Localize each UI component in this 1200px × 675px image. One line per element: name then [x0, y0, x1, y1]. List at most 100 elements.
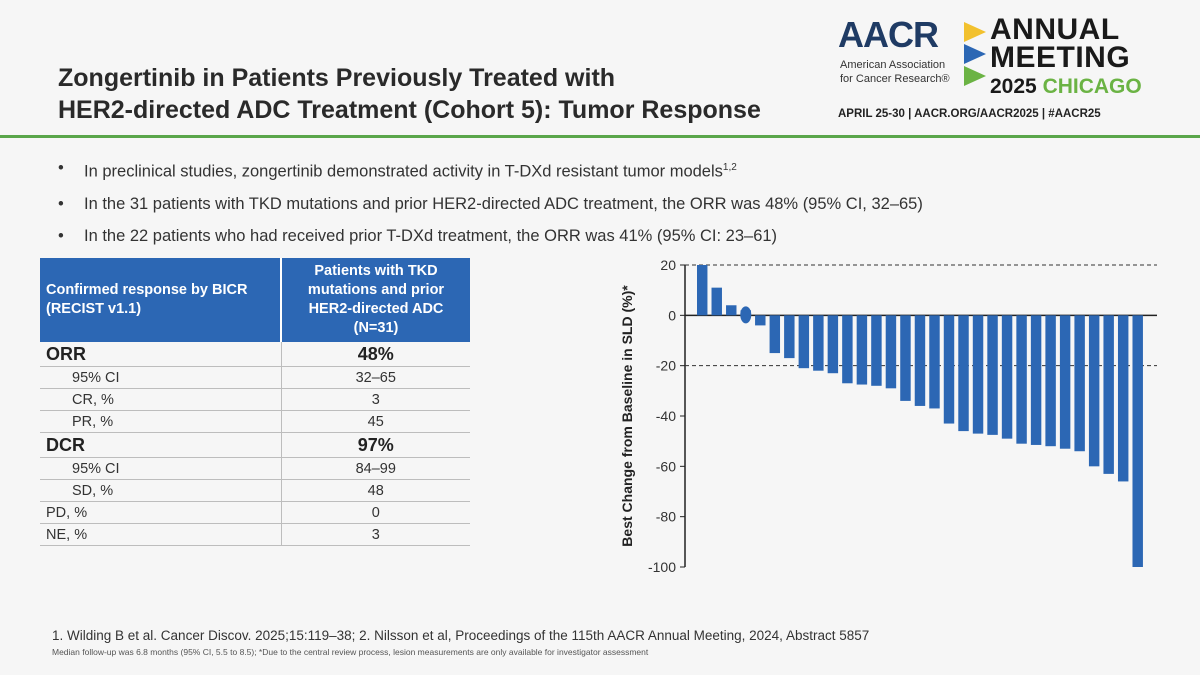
table-header-patients: Patients with TKD mutations and prior HE…	[281, 258, 470, 342]
logo-year: 2025	[990, 75, 1037, 98]
row-value: 84–99	[280, 457, 470, 480]
row-label: 95% CI	[40, 366, 281, 389]
logo-city: CHICAGO	[1042, 75, 1142, 98]
data-bar	[697, 265, 708, 316]
table-row: PR, % 45	[40, 410, 470, 433]
bullet-text: In preclinical studies, zongertinib demo…	[84, 162, 723, 181]
title-line-2: HER2-directed ADC Treatment (Cohort 5): …	[58, 96, 761, 124]
y-tick-label: -20	[656, 358, 676, 374]
page-title: Zongertinib in Patients Previously Treat…	[58, 62, 818, 126]
data-bar	[842, 315, 853, 384]
row-value: 3	[280, 523, 470, 546]
meeting-mark-icon	[964, 22, 986, 86]
row-label: CR, %	[40, 388, 281, 411]
data-bar	[1088, 315, 1100, 467]
data-bar	[987, 315, 998, 435]
bullet-dot-icon: •	[58, 159, 64, 177]
data-bar	[798, 315, 810, 369]
y-tick-label: -40	[656, 408, 676, 424]
table-row: CR, % 3	[40, 388, 470, 411]
data-bar	[1016, 315, 1027, 444]
data-bar	[958, 315, 969, 432]
row-value: 45	[280, 410, 470, 433]
row-label: DCR	[40, 432, 281, 458]
logo-year-city: 2025 CHICAGO	[990, 76, 1142, 98]
logo-annual: ANNUAL	[990, 13, 1120, 46]
data-bar	[769, 315, 781, 354]
row-value: 3	[280, 388, 470, 411]
data-bar	[1132, 315, 1143, 567]
data-bar	[1001, 315, 1013, 439]
y-axis-label: Best Change from Baseline in SLD (%)*	[619, 285, 635, 547]
data-bar	[929, 315, 940, 409]
y-tick-label: 20	[660, 257, 676, 273]
row-value: 0	[280, 501, 470, 524]
data-bar	[1074, 315, 1085, 452]
row-label: SD, %	[40, 479, 281, 502]
header-divider	[0, 135, 1200, 138]
y-tick-label: -60	[656, 458, 676, 474]
row-value: 48	[280, 479, 470, 502]
title-line-1: Zongertinib in Patients Previously Treat…	[58, 64, 616, 92]
footnote: Median follow-up was 6.8 months (95% CI,…	[52, 647, 649, 657]
bullet-item: • In preclinical studies, zongertinib dem…	[58, 152, 1158, 188]
row-label: NE, %	[40, 523, 281, 546]
row-label: ORR	[40, 342, 281, 367]
table-row: DCR 97%	[40, 432, 470, 458]
aacr-wordmark: AACR	[838, 14, 939, 55]
data-bar	[784, 315, 795, 359]
data-bar	[827, 315, 839, 374]
data-bar	[1030, 315, 1042, 445]
data-bar	[813, 315, 824, 371]
waterfall-chart: 20 0 -20 -40 -60 -80 -100 Best Change from Base…	[619, 257, 1157, 575]
data-bar	[972, 315, 984, 434]
row-label: PR, %	[40, 410, 281, 433]
data-bar	[1103, 315, 1114, 474]
table-header-criteria: Confirmed response by BICR (RECIST v1.1)	[40, 258, 282, 342]
y-tick-label: -100	[648, 559, 676, 575]
aacr-subtitle-line-1: American Association	[840, 59, 946, 71]
row-value: 32–65	[280, 366, 470, 389]
meeting-info: APRIL 25-30 | AACR.ORG/AACR2025 | #AACR2…	[838, 108, 1101, 120]
data-bar	[711, 287, 722, 316]
data-bar	[943, 315, 955, 424]
row-value: 97%	[280, 432, 470, 458]
bullet-list: • In preclinical studies, zongertinib dem…	[58, 152, 1158, 252]
table-row: SD, % 48	[40, 479, 470, 502]
bullet-text: In the 22 patients who had received prio…	[84, 226, 778, 245]
row-label: PD, %	[40, 501, 281, 524]
data-bar	[871, 315, 882, 386]
data-bar	[1045, 315, 1056, 447]
table-row: NE, % 3	[40, 523, 470, 546]
table-header-row: Confirmed response by BICR (RECIST v1.1)…	[40, 258, 470, 342]
data-bar	[726, 305, 737, 316]
bullet-dot-icon: •	[58, 226, 64, 245]
y-tick-label: -80	[656, 509, 676, 525]
data-bar	[914, 315, 926, 406]
aacr-subtitle-line-2: for Cancer Research®	[840, 73, 950, 85]
bullet-item: • In the 31 patients with TKD mutations a…	[58, 188, 1158, 220]
aacr-annual-meeting-logo: AACR American Association for Cancer Res…	[838, 14, 1168, 126]
y-tick-label: 0	[668, 307, 676, 323]
table-row: PD, % 0	[40, 501, 470, 524]
data-bar	[856, 315, 868, 385]
logo-meeting: MEETING	[990, 41, 1131, 74]
data-bar	[900, 315, 911, 401]
aacr-subtitle: American Association for Cancer Research…	[840, 58, 950, 86]
bullet-dot-icon: •	[58, 194, 64, 213]
data-bar	[755, 315, 766, 326]
data-bar	[1059, 315, 1071, 449]
references: 1. Wilding B et al. Cancer Discov. 2025;…	[52, 628, 870, 643]
table-row: 95% CI 84–99	[40, 457, 470, 480]
row-value: 48%	[280, 342, 470, 367]
data-bar	[885, 315, 897, 389]
bullet-item: • In the 22 patients who had received pri…	[58, 220, 1158, 252]
bullet-text: In the 31 patients with TKD mutations an…	[84, 194, 923, 213]
data-bar	[1117, 315, 1129, 482]
row-label: 95% CI	[40, 457, 281, 480]
bar-marker	[740, 306, 752, 324]
table-row: 95% CI 32–65	[40, 366, 470, 389]
table-row: ORR 48%	[40, 342, 470, 367]
response-table: Confirmed response by BICR (RECIST v1.1)…	[40, 258, 470, 546]
